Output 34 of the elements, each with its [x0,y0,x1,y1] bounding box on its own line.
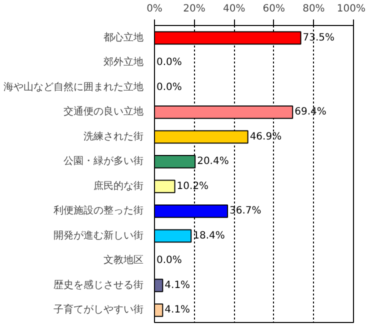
y-tick-label: 都心立地 [104,31,144,44]
x-tick-label: 40% [222,4,246,14]
data-label: 0.0% [156,57,182,68]
y-tick-label: 公園・緑が多い街 [64,155,144,168]
data-label: 4.1% [164,304,190,316]
x-tick-label: 80% [302,4,325,14]
y-tick-label: 郊外立地 [104,56,144,68]
data-label: 69.4% [294,106,326,118]
y-tick-label: 文教地区 [104,254,144,266]
x-tick-label: 100% [336,4,366,14]
y-tick-label: 開発が進む新しい街 [54,229,144,242]
x-tick-label: 60% [262,4,286,14]
data-label: 0.0% [156,255,182,266]
x-tick-label: 0% [146,4,162,14]
y-tick-label: 利便施設の整った街 [54,204,144,217]
x-tick-label: 20% [183,4,206,14]
bar [154,180,176,194]
y-tick-label: 庶民的な街 [94,180,144,192]
y-tick-label: 交通便の良い立地 [64,106,144,118]
data-label: 73.5% [302,32,335,44]
data-label: 4.1% [164,280,190,291]
bar [154,229,192,243]
data-label: 10.2% [176,180,209,192]
bar [154,303,164,317]
y-tick-label: 海や山など自然に囲まれた立地 [4,80,144,93]
y-tick-label: 洗練された街 [84,130,144,142]
data-label: 20.4% [197,156,229,168]
data-label: 18.4% [193,230,225,242]
data-label: 36.7% [230,206,262,217]
bar [154,278,164,292]
y-tick-label: 歴史を感じさせる街 [54,278,144,291]
y-tick-label: 子育てがしやすい街 [54,304,144,316]
data-label: 46.9% [250,131,282,142]
data-label: 0.0% [156,82,182,93]
